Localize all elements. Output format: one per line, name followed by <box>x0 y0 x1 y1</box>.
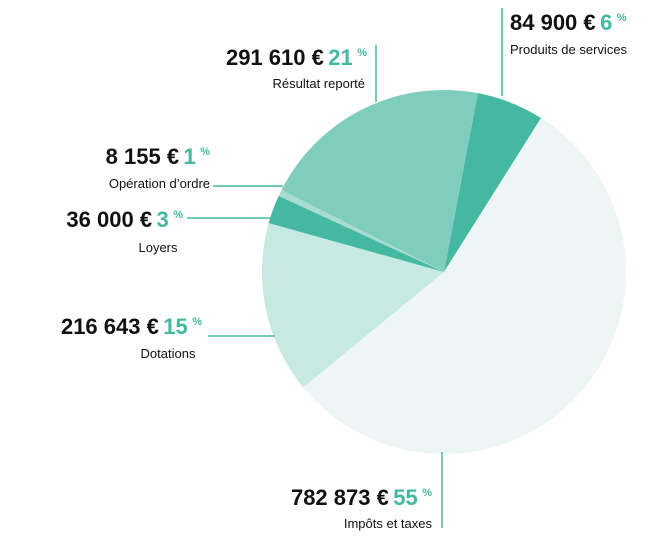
percent-sign: % <box>357 47 367 59</box>
value-label: 216 643 € 15 % <box>61 314 202 339</box>
amount: 36 000 € <box>66 207 152 232</box>
percent: 3 <box>157 207 169 232</box>
category-label: Dotations <box>141 346 196 361</box>
percent-sign: % <box>617 12 627 24</box>
category-label: Impôts et taxes <box>344 516 433 531</box>
percent-sign: % <box>422 487 432 499</box>
pie-slice <box>281 90 478 273</box>
value-label: 8 155 € 1 % <box>106 144 211 169</box>
amount: 782 873 € <box>291 485 389 510</box>
pie-slice <box>444 93 542 272</box>
amount: 291 610 € <box>226 45 324 70</box>
category-label: Produits de services <box>510 42 628 57</box>
percent: 1 <box>184 144 196 169</box>
pie-slice <box>278 189 444 272</box>
value-label: 84 900 € 6 % <box>510 10 627 35</box>
amount: 216 643 € <box>61 314 159 339</box>
value-label: 782 873 € 55 % <box>291 485 432 510</box>
percent-sign: % <box>192 316 202 328</box>
pie-slice <box>261 223 444 388</box>
percent: 15 <box>163 314 187 339</box>
category-label: Résultat reporté <box>273 76 366 91</box>
category-label: Opération d’ordre <box>109 176 210 191</box>
percent: 6 <box>600 10 612 35</box>
value-label: 36 000 € 3 % <box>66 207 183 232</box>
percent-sign: % <box>200 146 210 158</box>
category-label: Loyers <box>138 240 178 255</box>
pie-slice <box>268 195 444 272</box>
value-label: 291 610 € 21 % <box>226 45 367 70</box>
percent-sign: % <box>173 209 183 221</box>
percent: 55 <box>393 485 417 510</box>
amount: 84 900 € <box>510 10 596 35</box>
pie-slice <box>303 118 626 454</box>
amount: 8 155 € <box>106 144 179 169</box>
percent: 21 <box>328 45 352 70</box>
